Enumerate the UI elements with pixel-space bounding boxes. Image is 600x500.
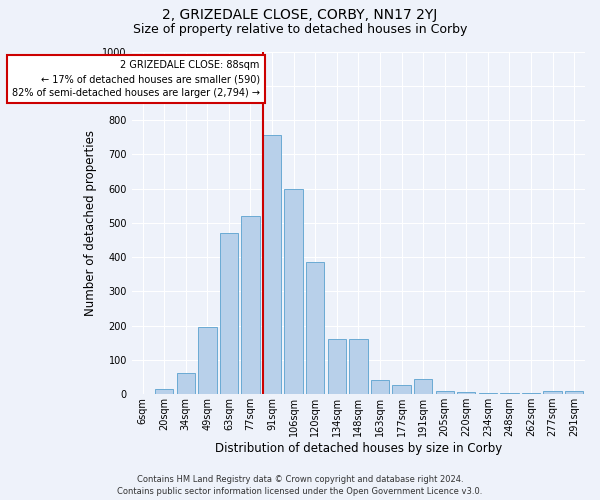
Bar [457, 392, 475, 394]
Bar [544, 390, 562, 394]
Bar [284, 190, 303, 394]
Bar [155, 389, 173, 394]
Bar [392, 385, 411, 394]
Bar [263, 136, 281, 394]
Text: Contains HM Land Registry data © Crown copyright and database right 2024.
Contai: Contains HM Land Registry data © Crown c… [118, 474, 482, 496]
Bar [198, 326, 217, 394]
X-axis label: Distribution of detached houses by size in Corby: Distribution of detached houses by size … [215, 442, 502, 455]
Bar [176, 373, 195, 394]
Bar [241, 216, 260, 394]
Bar [414, 378, 433, 394]
Bar [328, 340, 346, 394]
Bar [349, 340, 368, 394]
Bar [220, 233, 238, 394]
Text: 2, GRIZEDALE CLOSE, CORBY, NN17 2YJ: 2, GRIZEDALE CLOSE, CORBY, NN17 2YJ [163, 8, 437, 22]
Bar [436, 390, 454, 394]
Y-axis label: Number of detached properties: Number of detached properties [84, 130, 97, 316]
Bar [479, 393, 497, 394]
Bar [565, 392, 583, 394]
Text: 2 GRIZEDALE CLOSE: 88sqm
← 17% of detached houses are smaller (590)
82% of semi-: 2 GRIZEDALE CLOSE: 88sqm ← 17% of detach… [11, 60, 260, 98]
Bar [371, 380, 389, 394]
Bar [306, 262, 325, 394]
Text: Size of property relative to detached houses in Corby: Size of property relative to detached ho… [133, 22, 467, 36]
